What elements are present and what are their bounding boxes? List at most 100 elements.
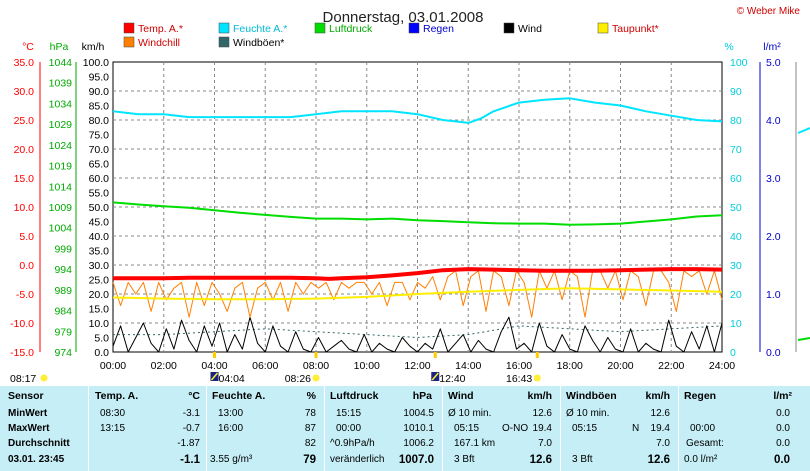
legend-label: Luftdruck [329, 23, 373, 35]
marker-time-label: 12:40 [439, 373, 465, 385]
stats-wind-max-time: 05:15 [454, 423, 480, 434]
stats-pressure-max: 1010.1 [403, 423, 434, 434]
wind-tick-label: 50.0 [89, 202, 110, 214]
wind-unit-label: km/h [82, 41, 105, 53]
legend-swatch [218, 36, 230, 48]
stats-rain-current: 0.0 [774, 454, 790, 466]
series-wind-line [112, 316, 723, 353]
wind-tick-label: 35.0 [89, 246, 110, 258]
stats-humidity-max-time: 16:00 [218, 423, 244, 434]
stats-gust-avg10-label: Ø 10 min. [566, 408, 610, 419]
temp-tick-label: 35.0 [14, 57, 35, 69]
chart-title: Donnerstag, 03.01.2008 [323, 9, 484, 26]
stats-temp-max-time: 13:15 [100, 423, 126, 434]
pressure-tick-label: 1044 [49, 57, 73, 69]
rain-tick-label: 3.0 [766, 173, 781, 185]
pressure-tick-label: 1004 [49, 223, 73, 235]
stats-wind-bft: 3 Bft [454, 454, 475, 465]
humidity-tick-label: 80 [730, 115, 742, 127]
pressure-tick-label: 1019 [49, 161, 73, 173]
pressure-tick-label: 974 [54, 347, 72, 359]
series-feuchtea-line [112, 97, 723, 124]
stats-rain-row1: 0.0 [776, 408, 790, 419]
temp-tick-label: 10.0 [14, 202, 35, 214]
legend-label: Taupunkt* [612, 23, 659, 35]
x-tick-label: 14:00 [455, 360, 481, 372]
copyright: © Weber Mike [737, 6, 801, 17]
wind-tick-label: 5.0 [94, 333, 109, 345]
stats-avg-label: Durchschnitt [8, 438, 70, 449]
stats-pressure-max-time: 00:00 [336, 423, 362, 434]
rain-unit-label: l/m² [763, 41, 781, 53]
rain-tick-label: 4.0 [766, 115, 781, 127]
x-tick-label: 10:00 [354, 360, 380, 372]
pressure-tick-label: 989 [54, 285, 72, 297]
stats-gust-max-time: 05:15 [572, 423, 598, 434]
stats-rain-max-time: 00:00 [690, 423, 716, 434]
stats-gust-bft: 3 Bft [572, 454, 593, 465]
stats-wind-avg10-label: Ø 10 min. [448, 408, 492, 419]
chart-legend: Temp. A.* Feuchte A.* Luftdruck Regen Wind Ta… [123, 22, 659, 49]
stats-temp-unit: °C [188, 390, 200, 402]
stats-gust-avg: 7.0 [656, 438, 670, 449]
wind-tick-label: 65.0 [89, 159, 110, 171]
wind-tick-label: 100.0 [83, 57, 109, 69]
stats-rain-unit: l/m² [773, 390, 792, 402]
series-luftdruck-line [112, 201, 723, 226]
stats-wind-title: Wind [448, 390, 474, 402]
stats-humidity-current: 79 [303, 454, 316, 466]
humidity-tick-label: 90 [730, 86, 742, 98]
rain-tick-label: 5.0 [766, 57, 781, 69]
pressure-tick-label: 1039 [49, 78, 73, 90]
humidity-tick-label: 50 [730, 202, 742, 214]
legend-label: Wind [518, 23, 542, 35]
stats-temp-min: -3.1 [182, 408, 200, 419]
legend-label: Regen [423, 23, 454, 35]
stats-gust-max: 19.4 [650, 423, 670, 434]
legend-swatch [314, 22, 326, 34]
x-tick-label: 24:00 [709, 360, 735, 372]
axis-ticks: 35.0 30.0 25.0 20.0 15.0 10.0 5.0 0.0 -5.0 -10.0 -… [10, 57, 797, 372]
temp-tick-label: 5.0 [19, 231, 34, 243]
x-tick-label: 12:00 [404, 360, 430, 372]
legend-swatch [503, 22, 515, 34]
humidity-tick-label: 30 [730, 260, 742, 272]
stats-wind-avg: 7.0 [538, 438, 552, 449]
legend-swatch [597, 22, 609, 34]
wind-tick-label: 15.0 [89, 304, 110, 316]
legend-label: Windchill [138, 37, 180, 49]
stats-gust-title: Windböen [566, 390, 617, 402]
stats-pressure-unit: hPa [412, 390, 432, 402]
stats-pressure-min: 1004.5 [403, 408, 434, 419]
wind-tick-label: 80.0 [89, 115, 110, 127]
stats-wind-unit: km/h [527, 390, 552, 402]
wind-tick-label: 40.0 [89, 231, 110, 243]
rain-tick-label: 2.0 [766, 231, 781, 243]
stats-pressure-current: 1007.0 [398, 454, 434, 466]
stats-rain-total-label: Gesamt: [686, 438, 724, 449]
humidity-tick-label: 20 [730, 289, 742, 301]
stats-rain-total: 0.0 [776, 438, 790, 449]
stats-pressure-trend: ^0.9hPa/h [330, 438, 375, 449]
stats-gust-current: 12.6 [647, 454, 670, 466]
humidity-tick-label: 40 [730, 231, 742, 243]
chart-series [112, 97, 723, 353]
pressure-tick-label: 994 [54, 264, 72, 276]
stats-rain-max: 0.0 [776, 423, 790, 434]
edge-pressure-trace [797, 337, 810, 341]
stats-pressure-col: Luftdruck hPa 15:15 1004.5 00:00 1010.1 ^0… [324, 386, 442, 471]
stats-temp-current: -1.1 [180, 454, 200, 466]
series-taupunkt-line [112, 287, 723, 301]
legend-swatch [123, 36, 135, 48]
x-tick-label: 16:00 [506, 360, 532, 372]
legend-label: Feuchte A.* [233, 23, 287, 35]
stats-gust-max-dir: N [632, 423, 640, 434]
sun-icon [533, 374, 541, 382]
humidity-tick-label: 10 [730, 318, 742, 330]
stats-temp-col: Temp. A. °C 08:30 -3.1 13:15 -0.7 -1.87 -1… [88, 386, 206, 471]
stats-min-label: MinWert [8, 408, 48, 419]
stats-wind-distance: 167.1 km [454, 438, 496, 449]
stats-humidity-min: 78 [304, 408, 316, 419]
wind-tick-label: 85.0 [89, 101, 110, 113]
temp-tick-label: 0.0 [19, 260, 34, 272]
